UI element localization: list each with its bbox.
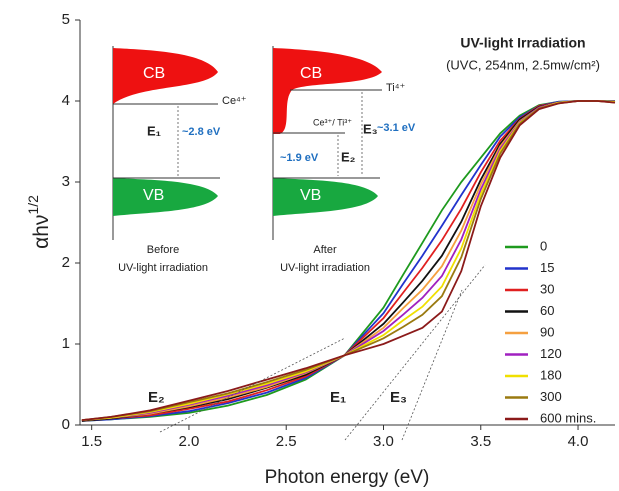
- legend-label: 600 mins.: [540, 410, 596, 425]
- annotation: E₃: [390, 389, 407, 406]
- y-axis-label: αhν1/2: [25, 195, 53, 249]
- legend-label: 90: [540, 324, 554, 339]
- legend-label: 300: [540, 389, 562, 404]
- x-tick-label: 3.5: [470, 433, 491, 450]
- band-label: CB: [143, 65, 165, 82]
- level-label: Ti⁴⁺: [386, 82, 405, 94]
- legend-label: 120: [540, 346, 562, 361]
- legend-label: 180: [540, 367, 562, 382]
- gap-value: ~3.1 eV: [377, 122, 416, 134]
- tangent-e1: [344, 264, 486, 441]
- legend-label: 0: [540, 238, 547, 253]
- legend-label: 60: [540, 303, 554, 318]
- tangent-e2: [159, 337, 346, 433]
- y-tick-label: 5: [62, 11, 70, 28]
- gap-value: ~2.8 eV: [182, 126, 221, 138]
- band-label: CB: [300, 65, 322, 82]
- caption: After: [313, 244, 337, 256]
- y-label-main: αhν: [30, 215, 53, 249]
- caption: UV-light irradiation: [280, 262, 370, 274]
- x-tick-label: 2.5: [276, 433, 297, 450]
- y-label-sup: 1/2: [25, 195, 41, 215]
- tangent-e3: [401, 289, 463, 441]
- y-tick-label: 4: [62, 92, 70, 109]
- series-line: [81, 100, 616, 421]
- x-tick-label: 2.0: [179, 433, 200, 450]
- chart-subtitle: (UVC, 254nm, 2.5mw/cm²): [446, 57, 600, 72]
- inset-before: CB VB Ce⁴⁺ E₁ ~2.8 eV Before UV-light ir…: [112, 46, 247, 274]
- legend-label: 30: [540, 281, 554, 296]
- plot-area: 0 1 2 3 4 5 1.5 2.0 2.5 3.0 3.5 4.0 0 15 30 60 90 120 180 3…: [62, 11, 616, 450]
- annotation: E₁: [330, 389, 346, 406]
- gap-label: E₂: [341, 149, 356, 164]
- y-tick-label: 2: [62, 254, 70, 271]
- caption: Before: [147, 244, 179, 256]
- y-tick-label: 3: [62, 173, 70, 190]
- x-tick-label: 3.0: [373, 433, 394, 450]
- caption: UV-light irradiation: [118, 262, 208, 274]
- gap-label: E₁: [147, 123, 161, 138]
- gap-value: ~1.9 eV: [280, 152, 319, 164]
- legend-label: 15: [540, 260, 554, 275]
- x-axis-label: Photon energy (eV): [265, 467, 430, 488]
- chart-title: UV-light Irradiation: [460, 35, 585, 51]
- gap-label: E₃: [363, 121, 378, 136]
- band-label: VB: [143, 187, 164, 204]
- level-label: Ce³⁺/ Ti³⁺: [313, 117, 352, 127]
- x-tick-label: 1.5: [81, 433, 102, 450]
- y-tick-label: 0: [62, 416, 70, 433]
- annotation: E₂: [148, 389, 165, 406]
- band-label: VB: [300, 187, 321, 204]
- x-tick-label: 4.0: [568, 433, 589, 450]
- level-label: Ce⁴⁺: [222, 95, 247, 107]
- inset-after: CB VB Ti⁴⁺ Ce³⁺/ Ti³⁺ E₃ ~3.1 eV E₂ ~1.9…: [272, 46, 416, 274]
- y-tick-label: 1: [62, 335, 70, 352]
